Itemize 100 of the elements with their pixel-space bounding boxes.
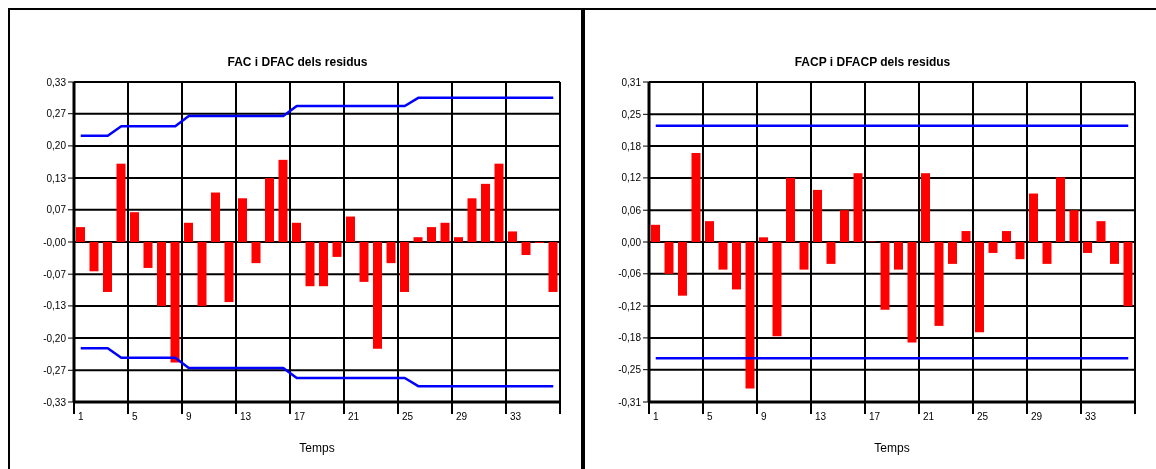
y-tick-label: -0,25 (618, 364, 642, 376)
bar (921, 173, 930, 242)
bar (386, 242, 396, 264)
y-tick-label: 0,07 (46, 204, 67, 216)
bar (1029, 193, 1038, 242)
bar (548, 242, 558, 292)
y-tick-label: 0,27 (46, 108, 67, 120)
bar (826, 242, 836, 264)
bar (89, 242, 99, 272)
x-tick-label: 9 (761, 411, 767, 422)
chart-title: FAC i DFAC dels residus (226, 55, 369, 69)
bar (894, 242, 903, 270)
y-tick-label: 0,20 (46, 140, 67, 152)
x-tick-label: 33 (510, 411, 522, 422)
x-tick-label: 13 (240, 411, 252, 422)
bar (265, 178, 274, 242)
bar (1083, 242, 1092, 253)
x-axis-title: Temps (874, 441, 910, 455)
x-tick-label: 5 (132, 411, 138, 422)
bar (224, 242, 234, 303)
bar (799, 242, 809, 270)
x-tick-label: 29 (1031, 411, 1043, 422)
bar (521, 242, 531, 255)
bar (813, 189, 822, 242)
bar (413, 237, 423, 242)
y-tick-label: 0,31 (621, 76, 642, 88)
y-tick-label: -0,07 (43, 268, 67, 280)
y-tick-label: -0,20 (43, 332, 67, 344)
y-tick-label: 0,18 (621, 140, 642, 152)
y-tick-label: 0,12 (621, 172, 642, 184)
x-tick-label: 21 (348, 411, 360, 422)
y-tick-label: -0,06 (618, 268, 642, 280)
x-tick-label: 25 (402, 411, 414, 422)
bar (786, 177, 795, 242)
x-tick-label: 17 (294, 411, 306, 422)
bar (184, 222, 193, 242)
y-tick-label: -0,12 (618, 300, 642, 312)
bar (988, 242, 998, 253)
x-tick-label: 21 (923, 411, 935, 422)
bar (400, 242, 409, 292)
line-series (79, 96, 555, 138)
bar (853, 173, 863, 242)
y-tick-label: 0,06 (621, 204, 642, 216)
bar (292, 222, 301, 242)
y-tick-label: -0,31 (618, 396, 642, 408)
bar (651, 224, 660, 242)
bar (359, 242, 369, 282)
bar (934, 242, 944, 326)
bar (961, 231, 971, 242)
bar (1056, 177, 1065, 242)
bar (1123, 242, 1133, 307)
bar (481, 183, 490, 242)
bar (664, 242, 674, 274)
bar (251, 242, 261, 264)
bar (103, 242, 112, 292)
x-tick-label: 5 (707, 411, 713, 422)
bar (157, 242, 166, 306)
bar (975, 242, 984, 333)
bar (745, 242, 755, 389)
bar (1069, 210, 1079, 242)
y-tick-label: -0,27 (43, 364, 67, 376)
x-axis-title: Temps (299, 441, 335, 455)
bar (332, 242, 342, 257)
x-tick-label: 17 (869, 411, 881, 422)
x-tick-label: 1 (78, 411, 84, 422)
bar (440, 222, 450, 242)
bar (170, 242, 180, 363)
bar (238, 198, 247, 242)
bar (732, 242, 741, 290)
x-tick-label: 13 (815, 411, 827, 422)
x-tick-label: 25 (977, 411, 989, 422)
bar (427, 227, 436, 242)
bar (907, 242, 917, 343)
y-tick-label: -0,13 (43, 300, 67, 312)
bar (718, 242, 728, 270)
x-tick-label: 1 (653, 411, 659, 422)
bar (346, 216, 355, 242)
bar (143, 242, 153, 268)
bar (1110, 242, 1119, 264)
y-tick-label: 0,13 (46, 172, 67, 184)
bar (76, 227, 85, 242)
line-series (79, 346, 555, 388)
bar (116, 163, 126, 242)
bar (880, 242, 890, 310)
bar (840, 210, 849, 242)
x-tick-label: 9 (186, 411, 192, 422)
bar (1042, 242, 1052, 264)
y-tick-label: 0,33 (46, 76, 67, 88)
bar (678, 242, 687, 296)
y-tick-label: -0,00 (43, 236, 67, 248)
bar (772, 242, 782, 337)
y-tick-label: -0,18 (618, 332, 642, 344)
x-tick-label: 29 (456, 411, 468, 422)
bar (211, 192, 220, 242)
bar (319, 242, 328, 287)
x-tick-label: 33 (1085, 411, 1097, 422)
bar (759, 237, 768, 242)
bar (494, 163, 504, 242)
bar (508, 231, 517, 242)
chart-title: FACP i DFACP dels residus (793, 55, 952, 69)
